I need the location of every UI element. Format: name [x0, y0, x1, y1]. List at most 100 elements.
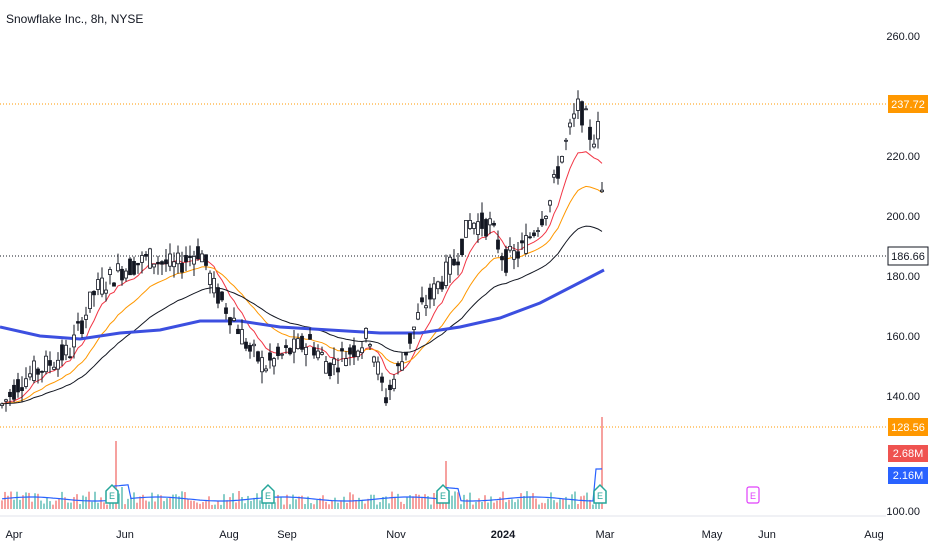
volume-bar	[283, 504, 285, 509]
volume-bar	[577, 504, 579, 509]
volume-bar	[1, 500, 3, 509]
volume-bar	[313, 504, 315, 509]
volume-bar	[226, 500, 228, 509]
candle-down	[156, 261, 160, 265]
volume-bar	[133, 492, 135, 509]
volume-bar	[493, 502, 495, 509]
volume-bar	[307, 496, 309, 509]
candle-up	[356, 350, 360, 358]
candle-up	[536, 230, 540, 232]
volume-bar	[214, 504, 216, 509]
y-tick-label: 200.00	[886, 211, 920, 223]
candle-up	[212, 278, 216, 294]
candle-down	[404, 351, 408, 356]
volume-bar	[328, 504, 330, 509]
earnings-marker-upcoming[interactable]: E	[746, 486, 760, 504]
candle-down	[460, 238, 464, 256]
candle-up	[488, 218, 492, 226]
candle-down	[40, 370, 44, 373]
earnings-marker[interactable]: E	[261, 483, 275, 504]
volume-bar	[190, 500, 192, 509]
volume-bar	[127, 498, 129, 509]
candle-down	[144, 253, 148, 257]
candle-down	[216, 287, 220, 304]
volume-bar	[55, 500, 57, 509]
volume-bar	[331, 500, 333, 509]
candle-up	[316, 350, 320, 359]
volume-bar	[478, 498, 480, 509]
x-axis: Apr Jun Aug Sep Nov 2024 Mar May Jun Aug	[5, 529, 883, 541]
earnings-marker[interactable]: E	[436, 483, 450, 504]
candle-down	[80, 320, 84, 335]
candle-up	[116, 263, 120, 272]
x-tick-label: Aug	[864, 529, 884, 541]
volume-bar	[25, 492, 27, 509]
volume-bar	[157, 494, 159, 509]
volume-bar	[181, 491, 183, 509]
candle-down	[484, 219, 488, 237]
candle-up	[84, 314, 88, 320]
volume-bar	[385, 496, 387, 509]
ma-long-line	[0, 268, 605, 341]
volume-bar	[259, 500, 261, 509]
candle-up	[280, 353, 284, 356]
candle-down	[92, 290, 96, 296]
y-axis: 260.00 220.00 200.00 180.00 160.00 140.00 100.…	[886, 31, 920, 518]
volume-bar	[58, 498, 60, 509]
volume-ma-badge: 2.16M	[888, 467, 928, 484]
volume-bar	[34, 493, 36, 509]
candle-down	[428, 287, 432, 300]
volume-bar	[454, 491, 456, 509]
candle-down	[36, 368, 40, 375]
last-price-text: 186.66	[891, 251, 925, 263]
volume-bar	[103, 502, 105, 509]
volume-bars	[1, 417, 603, 509]
candle-up	[32, 360, 36, 381]
volume-bar	[418, 494, 420, 509]
volume-bar	[67, 502, 69, 509]
volume-bar	[61, 491, 63, 509]
candle-up	[576, 98, 580, 111]
x-tick-label: Sep	[277, 529, 297, 541]
candle-up	[448, 256, 452, 275]
candle-up	[596, 121, 600, 140]
volume-bar	[253, 497, 255, 509]
candle-down	[388, 384, 392, 391]
volume-bar	[508, 499, 510, 509]
candle-up	[292, 338, 296, 353]
volume-bar	[43, 503, 45, 509]
earnings-marker[interactable]: E	[105, 483, 119, 504]
candle-down	[516, 251, 520, 259]
volume-bar	[457, 492, 459, 509]
volume-bar	[571, 494, 573, 509]
earnings-marker[interactable]: E	[593, 483, 607, 504]
volume-bar	[376, 504, 378, 509]
volume-ma-line	[1, 468, 603, 502]
volume-bar	[355, 500, 357, 509]
candle-up	[0, 403, 4, 406]
volume-bar	[154, 501, 156, 509]
volume-bar	[52, 504, 54, 509]
x-tick-label: 2024	[491, 529, 516, 541]
candle-up	[44, 355, 48, 373]
volume-bar	[292, 494, 294, 509]
volume-ma-layer	[1, 468, 603, 502]
high-price-text: 237.72	[891, 99, 925, 111]
volume-bar	[433, 492, 435, 509]
candle-up	[476, 221, 480, 235]
volume-bar	[130, 497, 132, 509]
volume-bar	[397, 493, 399, 509]
candle-down	[500, 256, 504, 261]
volume-bar	[598, 500, 600, 509]
candle-up	[56, 359, 60, 370]
candle-up	[472, 222, 476, 229]
candle-up	[140, 255, 144, 263]
volume-bar	[319, 498, 321, 509]
volume-bar	[163, 501, 165, 509]
candle-up	[568, 122, 572, 128]
candle-up	[400, 361, 404, 371]
volume-bar	[85, 496, 87, 509]
candle-down	[396, 363, 400, 367]
volume-bar	[373, 494, 375, 509]
